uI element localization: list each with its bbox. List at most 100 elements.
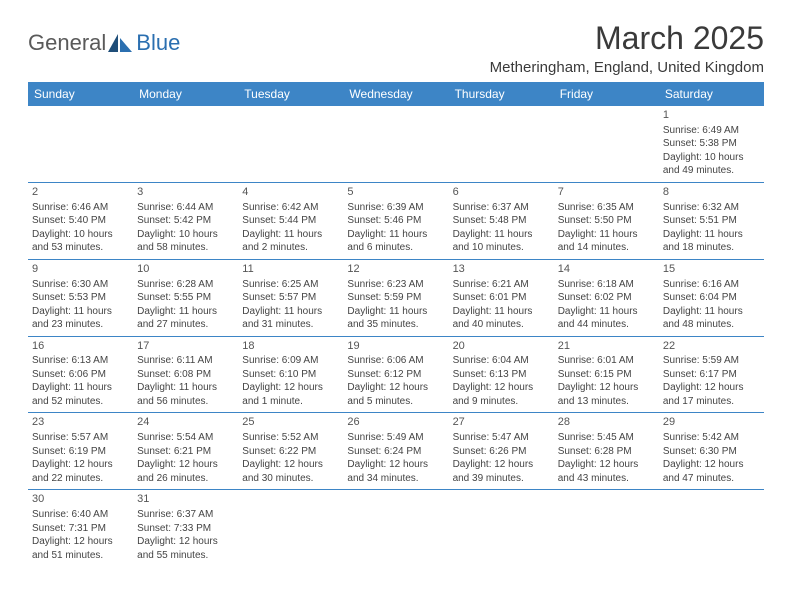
day-number: 23 [32,415,129,430]
sunset-text: Sunset: 6:22 PM [242,445,339,459]
calendar-week-row: 23Sunrise: 5:57 AMSunset: 6:19 PMDayligh… [28,413,764,490]
daylight-text: Daylight: 12 hours and 17 minutes. [663,381,760,408]
sunset-text: Sunset: 5:59 PM [347,291,444,305]
day-number: 19 [347,339,444,354]
sunset-text: Sunset: 6:08 PM [137,368,234,382]
sunrise-text: Sunrise: 6:44 AM [137,201,234,215]
calendar-day-cell: 15Sunrise: 6:16 AMSunset: 6:04 PMDayligh… [659,259,764,336]
calendar-day-cell: 22Sunrise: 5:59 AMSunset: 6:17 PMDayligh… [659,336,764,413]
day-number: 11 [242,262,339,277]
day-number: 15 [663,262,760,277]
sunrise-text: Sunrise: 6:37 AM [453,201,550,215]
daylight-text: Daylight: 11 hours and 18 minutes. [663,228,760,255]
sunrise-text: Sunrise: 6:28 AM [137,278,234,292]
calendar-day-cell: 26Sunrise: 5:49 AMSunset: 6:24 PMDayligh… [343,413,448,490]
calendar-day-cell [238,490,343,566]
daylight-text: Daylight: 12 hours and 5 minutes. [347,381,444,408]
day-number: 30 [32,492,129,507]
calendar-grid: Sunday Monday Tuesday Wednesday Thursday… [28,82,764,566]
daylight-text: Daylight: 12 hours and 55 minutes. [137,535,234,562]
calendar-day-cell: 28Sunrise: 5:45 AMSunset: 6:28 PMDayligh… [554,413,659,490]
calendar-day-cell: 12Sunrise: 6:23 AMSunset: 5:59 PMDayligh… [343,259,448,336]
sunset-text: Sunset: 5:46 PM [347,214,444,228]
sunrise-text: Sunrise: 5:52 AM [242,431,339,445]
sunset-text: Sunset: 6:26 PM [453,445,550,459]
page-header: General Blue March 2025 Metheringham, En… [28,20,764,76]
calendar-day-cell: 30Sunrise: 6:40 AMSunset: 7:31 PMDayligh… [28,490,133,566]
daylight-text: Daylight: 11 hours and 6 minutes. [347,228,444,255]
calendar-day-cell: 20Sunrise: 6:04 AMSunset: 6:13 PMDayligh… [449,336,554,413]
day-header: Monday [133,82,238,106]
day-header: Thursday [449,82,554,106]
sunrise-text: Sunrise: 6:39 AM [347,201,444,215]
sunset-text: Sunset: 6:06 PM [32,368,129,382]
calendar-day-cell: 16Sunrise: 6:13 AMSunset: 6:06 PMDayligh… [28,336,133,413]
daylight-text: Daylight: 12 hours and 1 minute. [242,381,339,408]
daylight-text: Daylight: 11 hours and 48 minutes. [663,305,760,332]
sunrise-text: Sunrise: 6:09 AM [242,354,339,368]
sunrise-text: Sunrise: 5:45 AM [558,431,655,445]
calendar-day-cell: 9Sunrise: 6:30 AMSunset: 5:53 PMDaylight… [28,259,133,336]
calendar-day-cell [659,490,764,566]
calendar-day-cell: 24Sunrise: 5:54 AMSunset: 6:21 PMDayligh… [133,413,238,490]
sunrise-text: Sunrise: 6:18 AM [558,278,655,292]
day-header: Wednesday [343,82,448,106]
sunset-text: Sunset: 5:53 PM [32,291,129,305]
day-header: Saturday [659,82,764,106]
sunrise-text: Sunrise: 6:32 AM [663,201,760,215]
day-number: 25 [242,415,339,430]
calendar-day-cell: 13Sunrise: 6:21 AMSunset: 6:01 PMDayligh… [449,259,554,336]
calendar-day-cell: 8Sunrise: 6:32 AMSunset: 5:51 PMDaylight… [659,182,764,259]
daylight-text: Daylight: 12 hours and 39 minutes. [453,458,550,485]
calendar-day-cell: 3Sunrise: 6:44 AMSunset: 5:42 PMDaylight… [133,182,238,259]
calendar-week-row: 9Sunrise: 6:30 AMSunset: 5:53 PMDaylight… [28,259,764,336]
sunrise-text: Sunrise: 6:35 AM [558,201,655,215]
sunrise-text: Sunrise: 5:49 AM [347,431,444,445]
daylight-text: Daylight: 11 hours and 40 minutes. [453,305,550,332]
day-number: 12 [347,262,444,277]
daylight-text: Daylight: 12 hours and 22 minutes. [32,458,129,485]
sunrise-text: Sunrise: 6:01 AM [558,354,655,368]
day-number: 17 [137,339,234,354]
daylight-text: Daylight: 12 hours and 26 minutes. [137,458,234,485]
day-number: 7 [558,185,655,200]
sunrise-text: Sunrise: 6:40 AM [32,508,129,522]
daylight-text: Daylight: 11 hours and 14 minutes. [558,228,655,255]
day-header: Friday [554,82,659,106]
sunrise-text: Sunrise: 6:06 AM [347,354,444,368]
daylight-text: Daylight: 11 hours and 56 minutes. [137,381,234,408]
sunrise-text: Sunrise: 6:49 AM [663,124,760,138]
logo-text-general: General [28,30,106,56]
sunrise-text: Sunrise: 6:13 AM [32,354,129,368]
sunset-text: Sunset: 5:55 PM [137,291,234,305]
sunrise-text: Sunrise: 6:23 AM [347,278,444,292]
daylight-text: Daylight: 10 hours and 58 minutes. [137,228,234,255]
day-header: Tuesday [238,82,343,106]
sunrise-text: Sunrise: 6:42 AM [242,201,339,215]
calendar-week-row: 30Sunrise: 6:40 AMSunset: 7:31 PM Dayligh… [28,490,764,566]
logo-sail-icon [108,34,134,52]
day-number: 6 [453,185,550,200]
daylight-text: Daylight: 11 hours and 2 minutes. [242,228,339,255]
daylight-text: Daylight: 12 hours and 34 minutes. [347,458,444,485]
calendar-day-cell [28,106,133,182]
daylight-text: Daylight: 12 hours and 30 minutes. [242,458,339,485]
calendar-day-cell: 25Sunrise: 5:52 AMSunset: 6:22 PMDayligh… [238,413,343,490]
calendar-day-cell: 2Sunrise: 6:46 AMSunset: 5:40 PMDaylight… [28,182,133,259]
sunset-text: Sunset: 6:04 PM [663,291,760,305]
day-number: 29 [663,415,760,430]
sunset-text: Sunset: 5:57 PM [242,291,339,305]
sunset-text: Sunset: 7:31 PM [32,522,129,536]
sunset-text: Sunset: 6:10 PM [242,368,339,382]
daylight-text: Daylight: 12 hours and 9 minutes. [453,381,550,408]
sunrise-text: Sunrise: 6:46 AM [32,201,129,215]
day-number: 3 [137,185,234,200]
daylight-text: Daylight: 11 hours and 44 minutes. [558,305,655,332]
calendar-week-row: 1Sunrise: 6:49 AMSunset: 5:38 PMDaylight… [28,106,764,182]
sunset-text: Sunset: 6:30 PM [663,445,760,459]
daylight-text: Daylight: 11 hours and 27 minutes. [137,305,234,332]
day-number: 2 [32,185,129,200]
calendar-day-cell: 27Sunrise: 5:47 AMSunset: 6:26 PMDayligh… [449,413,554,490]
sunrise-text: Sunrise: 5:59 AM [663,354,760,368]
sunset-text: Sunset: 6:21 PM [137,445,234,459]
